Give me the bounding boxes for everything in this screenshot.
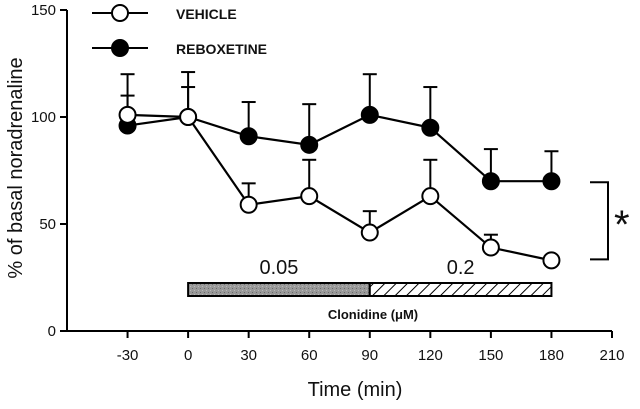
data-point-vehicle: [360, 223, 379, 242]
x-tick-label: 120: [418, 347, 443, 364]
y-tick-label: 150: [31, 2, 56, 19]
x-tick-label: 150: [478, 347, 503, 364]
y-tick-label: 0: [48, 323, 56, 340]
legend-reboxetine-label: REBOXETINE: [176, 41, 267, 57]
series-line-reboxetine: [127, 113, 552, 183]
significance-asterisk: *: [614, 203, 630, 247]
data-point-vehicle: [542, 251, 561, 270]
x-tick-label: -30: [117, 347, 139, 364]
x-tick-label: 60: [301, 347, 318, 364]
series-layer: [118, 71, 561, 270]
legend-reboxetine-marker: [111, 39, 129, 57]
significance-bracket: [590, 181, 609, 261]
treatment-bar-label: Clonidine (μM): [328, 307, 418, 322]
data-point-reboxetine: [239, 127, 258, 146]
data-point-vehicle: [118, 105, 137, 124]
data-point-reboxetine: [542, 172, 561, 191]
y-ticks: 0 50 100 150: [31, 2, 67, 340]
legend-vehicle-marker: [111, 4, 129, 22]
legend-item-reboxetine: REBOXETINE: [92, 39, 267, 57]
data-point-vehicle: [421, 187, 440, 206]
x-ticks: -30 0 30 60 90 120 150 180 210: [117, 331, 625, 364]
data-point-vehicle: [481, 238, 500, 257]
bracket-line: [590, 181, 609, 261]
data-point-vehicle: [300, 187, 319, 206]
y-axis-title: % of basal noradrenaline: [5, 57, 27, 278]
treatment-dose-label: 0.2: [447, 257, 475, 279]
y-tick-label: 50: [39, 216, 56, 233]
data-point-reboxetine: [421, 118, 440, 137]
data-point-reboxetine: [360, 105, 379, 124]
data-point-reboxetine: [481, 172, 500, 191]
series-line-vehicle: [127, 113, 552, 262]
treatment-dose-label: 0.05: [259, 257, 298, 279]
x-tick-label: 180: [539, 347, 564, 364]
data-point-vehicle: [239, 195, 258, 214]
x-tick-label: 210: [599, 347, 624, 364]
x-tick-label: 90: [361, 347, 378, 364]
axes: [66, 10, 612, 332]
x-tick-label: 30: [240, 347, 257, 364]
x-tick-label: 0: [184, 347, 192, 364]
data-point-vehicle: [179, 108, 198, 126]
legend-vehicle-label: VEHICLE: [176, 6, 237, 22]
data-point-reboxetine: [300, 135, 319, 154]
clonidine-treatment-bar: 0.05 0.2: [187, 257, 553, 297]
legend: VEHICLE REBOXETINE: [92, 4, 267, 57]
treatment-segment-2: [368, 282, 553, 297]
treatment-segment-1: [187, 282, 371, 297]
x-axis-title: Time (min): [308, 379, 403, 401]
legend-item-vehicle: VEHICLE: [92, 4, 237, 22]
y-tick-label: 100: [31, 109, 56, 126]
